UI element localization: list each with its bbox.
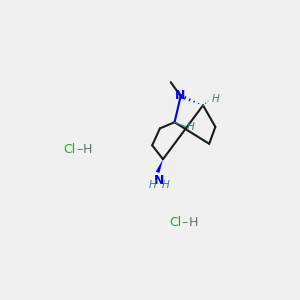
Text: N: N [154, 174, 164, 187]
Text: –: – [76, 143, 82, 157]
Text: H: H [187, 122, 195, 132]
Text: Cl: Cl [64, 143, 76, 157]
Text: H: H [188, 216, 198, 229]
Text: H: H [148, 180, 156, 190]
Text: H: H [161, 180, 169, 190]
Text: H: H [83, 143, 92, 157]
Polygon shape [156, 159, 163, 173]
Text: –: – [182, 216, 188, 229]
Text: H: H [212, 94, 219, 104]
Text: Cl: Cl [169, 216, 182, 229]
Text: N: N [175, 89, 185, 102]
